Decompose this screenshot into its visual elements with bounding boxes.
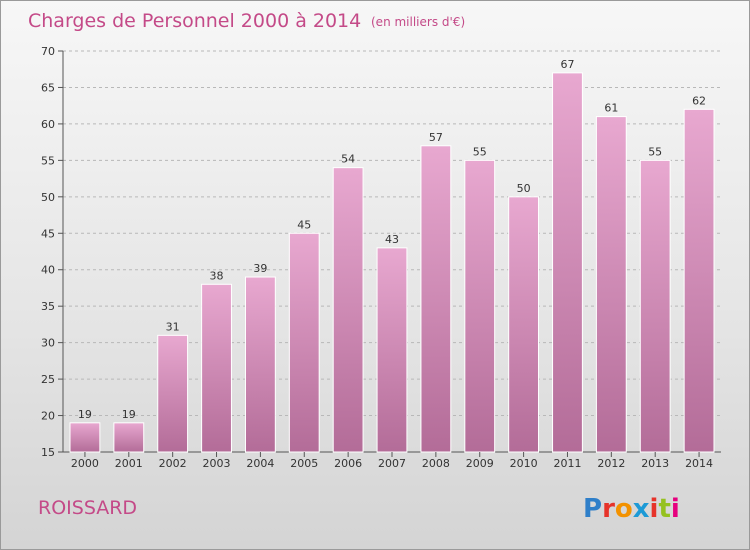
- y-tick-label: 25: [41, 373, 55, 386]
- data-label: 55: [648, 145, 662, 158]
- chart-title: Charges de Personnel 2000 à 2014: [28, 10, 361, 32]
- logo-letter: o: [615, 494, 633, 524]
- x-tick-label: 2000: [71, 457, 99, 470]
- data-label: 19: [122, 408, 136, 421]
- y-tick-label: 70: [41, 45, 55, 58]
- chart-unit-note: (en milliers d'€): [371, 15, 465, 29]
- x-tick-label: 2004: [246, 457, 274, 470]
- bar-2005: [288, 232, 320, 453]
- y-tick-label: 50: [41, 191, 55, 204]
- bars: [69, 72, 715, 453]
- data-label: 31: [166, 320, 180, 333]
- y-tick-label: 30: [41, 337, 55, 350]
- data-label: 67: [560, 58, 574, 71]
- logo-letter: i: [650, 494, 659, 524]
- bar-2000: [69, 422, 101, 453]
- y-tick-label: 40: [41, 264, 55, 277]
- x-tick-label: 2008: [422, 457, 450, 470]
- y-tick-label: 55: [41, 154, 55, 167]
- logo-letter: x: [633, 494, 650, 524]
- data-label: 62: [692, 94, 706, 107]
- bar-2008: [420, 145, 452, 453]
- y-tick-label: 15: [41, 446, 55, 459]
- bar-2004: [244, 276, 276, 453]
- x-tick-label: 2006: [334, 457, 362, 470]
- y-tick-label: 65: [41, 81, 55, 94]
- x-tick-labels: 2000 2001 2002 2003 2004 2005 2006 2007 2008 2009…: [71, 452, 713, 470]
- bar-2002: [157, 334, 189, 453]
- x-tick-label: 2002: [159, 457, 187, 470]
- data-label: 54: [341, 153, 355, 166]
- y-tick-label: 35: [41, 300, 55, 313]
- data-label: 50: [517, 182, 531, 195]
- bar-2003: [201, 283, 232, 453]
- bar-2006: [332, 167, 364, 453]
- x-tick-label: 2013: [641, 457, 669, 470]
- bar-2007: [376, 247, 408, 453]
- logo-letter: P: [583, 494, 602, 524]
- x-tick-label: 2011: [553, 457, 581, 470]
- x-tick-label: 2012: [597, 457, 625, 470]
- data-label: 19: [78, 408, 92, 421]
- logo-letter: r: [602, 494, 615, 524]
- data-labels: 19 19 31 38 39 45 54 43 57 55 50 67 61 55 62: [78, 58, 706, 421]
- commune-name: ROISSARD: [38, 497, 137, 519]
- data-label: 43: [385, 233, 399, 246]
- data-label: 38: [210, 269, 224, 282]
- bar-2010: [508, 196, 540, 453]
- bar-2014: [683, 108, 715, 453]
- proxiti-logo: Proxiti: [583, 494, 680, 524]
- bar-2011: [552, 72, 583, 453]
- x-tick-label: 2001: [115, 457, 143, 470]
- x-tick-label: 2009: [466, 457, 494, 470]
- data-label: 55: [473, 145, 487, 158]
- x-tick-label: 2007: [378, 457, 406, 470]
- bar-2009: [464, 159, 496, 453]
- logo-letter: i: [671, 494, 680, 524]
- bar-2012: [595, 116, 627, 453]
- data-label: 39: [253, 262, 267, 275]
- data-label: 61: [604, 102, 618, 115]
- x-tick-label: 2014: [685, 457, 713, 470]
- bar-2001: [113, 422, 145, 453]
- logo-letter: t: [658, 494, 670, 524]
- data-label: 57: [429, 131, 443, 144]
- data-label: 45: [297, 218, 311, 231]
- y-tick-label: 20: [41, 410, 55, 423]
- y-tick-label: 60: [41, 118, 55, 131]
- x-tick-label: 2003: [203, 457, 231, 470]
- x-tick-label: 2005: [290, 457, 318, 470]
- x-tick-label: 2010: [510, 457, 538, 470]
- y-tick-label: 45: [41, 227, 55, 240]
- y-tick-labels: 15 20 25 30 35 40 45 50 55 60 65 70: [41, 45, 63, 459]
- bar-2013: [639, 159, 671, 453]
